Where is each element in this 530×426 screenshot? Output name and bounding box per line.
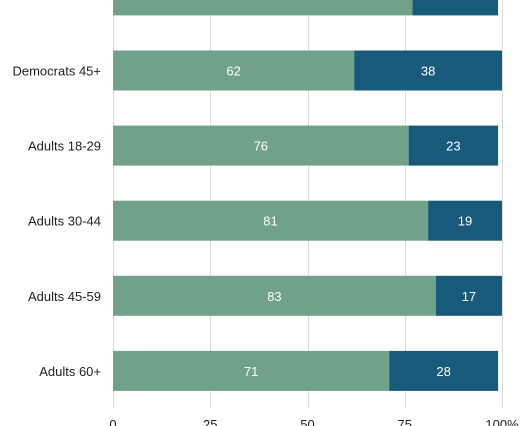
x-tick-label: 50 <box>300 417 314 426</box>
category-label: Adults 18-29 <box>28 139 101 154</box>
bar-segment-series-1-row-2 <box>113 50 355 91</box>
category-label: Democrats 45+ <box>12 64 101 79</box>
bar-segment-series-2-row-2 <box>354 50 502 91</box>
bar-segment-series-1-row-1 <box>113 0 413 16</box>
bar-segment-series-2-row-5 <box>435 275 502 316</box>
category-label: Adults 30-44 <box>28 214 101 229</box>
bars: 62 38 76 23 81 19 83 17 71 28 <box>113 0 502 391</box>
bar-value-label: 71 <box>244 364 258 379</box>
bar-value-label: 62 <box>226 64 240 79</box>
category-labels: Democrats 45+ Adults 18-29 Adults 30-44 Adu… <box>12 64 101 379</box>
x-tick-label: 25 <box>203 417 217 426</box>
bar-value-label: 23 <box>446 139 460 154</box>
bar-value-label: 76 <box>254 139 268 154</box>
x-tick-label: 75 <box>398 417 412 426</box>
bar-segment-series-2-row-1 <box>412 0 499 16</box>
x-axis: 0 25 50 75 100% <box>109 417 519 426</box>
category-label: Adults 45-59 <box>28 289 101 304</box>
bar-segment-series-1-row-6 <box>113 350 390 391</box>
bar-segment-series-1-row-3 <box>113 125 409 166</box>
bar-value-label: 38 <box>421 64 435 79</box>
bar-segment-series-2-row-3 <box>408 125 499 166</box>
bar-value-label: 83 <box>267 289 281 304</box>
bar-segment-series-1-row-5 <box>113 275 436 316</box>
x-tick-label: 0 <box>109 417 116 426</box>
bar-segment-series-2-row-6 <box>389 350 499 391</box>
bar-segment-series-2-row-4 <box>428 200 502 241</box>
x-tick-label: 100% <box>485 417 519 426</box>
category-label: Adults 60+ <box>39 364 101 379</box>
bar-value-label: 19 <box>458 214 472 229</box>
bar-segment-series-1-row-4 <box>113 200 429 241</box>
bar-value-label: 81 <box>263 214 277 229</box>
bar-value-label: 28 <box>436 364 450 379</box>
bar-value-label: 17 <box>462 289 476 304</box>
